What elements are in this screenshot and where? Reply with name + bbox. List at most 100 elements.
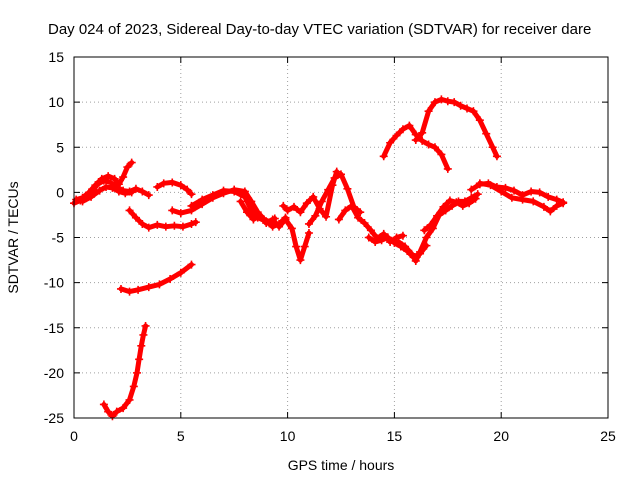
y-tick-label: 0 (56, 184, 64, 200)
data-point (379, 229, 388, 238)
data-point (343, 184, 352, 193)
data-point (482, 129, 491, 138)
y-tick-label: -5 (52, 230, 65, 246)
data-point (437, 95, 446, 104)
data-point (535, 188, 544, 197)
data-point (121, 189, 130, 198)
data-point (168, 206, 177, 215)
data-point (155, 280, 164, 289)
x-tick-label: 15 (387, 428, 403, 444)
x-axis-label: GPS time / hours (288, 457, 395, 473)
data-point (539, 202, 548, 211)
data-point (510, 186, 519, 195)
data-point (281, 215, 290, 224)
data-point (296, 256, 305, 265)
axis-ticks: 0 5 10 15 20 25 15 10 5 0 -5 -10 -15 -20 -25 (44, 49, 616, 444)
data-point (439, 202, 448, 211)
data-point (187, 260, 196, 269)
data-point (296, 208, 305, 217)
data-point (465, 199, 474, 208)
data-point (450, 98, 459, 107)
data-point (426, 220, 435, 229)
data-point (398, 231, 407, 240)
series-seg-j (236, 197, 313, 265)
data-point (283, 206, 292, 215)
data-point (473, 190, 482, 199)
data-point (187, 190, 196, 199)
data-point (383, 233, 392, 242)
data-point (405, 121, 414, 130)
data-point (125, 206, 134, 215)
data-point (91, 181, 100, 190)
series-trace (477, 180, 566, 214)
data-point (418, 136, 427, 145)
data-point (411, 256, 420, 265)
data-point (134, 285, 143, 294)
series-seg-p (420, 194, 480, 235)
series-seg-f (116, 260, 196, 296)
data-point (108, 412, 117, 421)
data-point (364, 233, 373, 242)
series-trace (280, 169, 340, 220)
data-point (337, 170, 345, 179)
data-point (268, 215, 277, 224)
data-point (433, 211, 442, 220)
data-point (322, 212, 331, 221)
data-point (159, 179, 168, 188)
series-seg-c (78, 182, 136, 206)
data-point (501, 183, 510, 192)
data-point (141, 321, 150, 330)
data-point (119, 173, 128, 182)
data-point (84, 188, 93, 197)
data-point (392, 233, 401, 242)
data-point (287, 224, 296, 233)
data-point (377, 236, 386, 245)
series-seg-b (72, 158, 136, 204)
data-point (176, 181, 185, 190)
data-point (236, 197, 245, 206)
data-point (161, 222, 170, 231)
data-point (492, 152, 501, 161)
data-point (424, 140, 433, 149)
grid-lines (74, 57, 608, 418)
data-point (458, 201, 467, 210)
data-point (95, 186, 104, 195)
data-point (317, 197, 326, 206)
series-seg-l (304, 170, 365, 228)
data-point (137, 341, 146, 350)
data-point (529, 197, 538, 206)
data-point (360, 219, 369, 228)
data-point (430, 143, 439, 152)
data-point (304, 219, 313, 228)
data-point (138, 219, 147, 228)
data-point (300, 242, 309, 251)
data-point (187, 201, 196, 210)
series-trace (101, 323, 149, 419)
data-point (131, 213, 140, 222)
data-point (112, 407, 121, 416)
data-point (178, 222, 187, 231)
data-point (153, 220, 162, 229)
data-point (129, 382, 138, 391)
series-trace (127, 207, 199, 231)
data-point (138, 187, 147, 196)
series-seg-t (411, 95, 501, 161)
data-point (443, 164, 452, 173)
data-point (114, 187, 123, 196)
series-trace (413, 96, 500, 159)
data-point (398, 125, 407, 134)
data-point (386, 138, 395, 147)
data-point (334, 215, 343, 224)
data-point (110, 174, 119, 183)
data-point (125, 287, 134, 296)
data-point (302, 199, 311, 208)
data-point (168, 178, 177, 187)
data-point (72, 195, 81, 204)
data-point (559, 199, 568, 208)
y-tick-label: -25 (44, 410, 64, 426)
data-point (219, 186, 228, 195)
data-point (290, 202, 299, 211)
data-point (123, 163, 132, 172)
data-point (392, 131, 401, 140)
data-point (330, 173, 339, 182)
